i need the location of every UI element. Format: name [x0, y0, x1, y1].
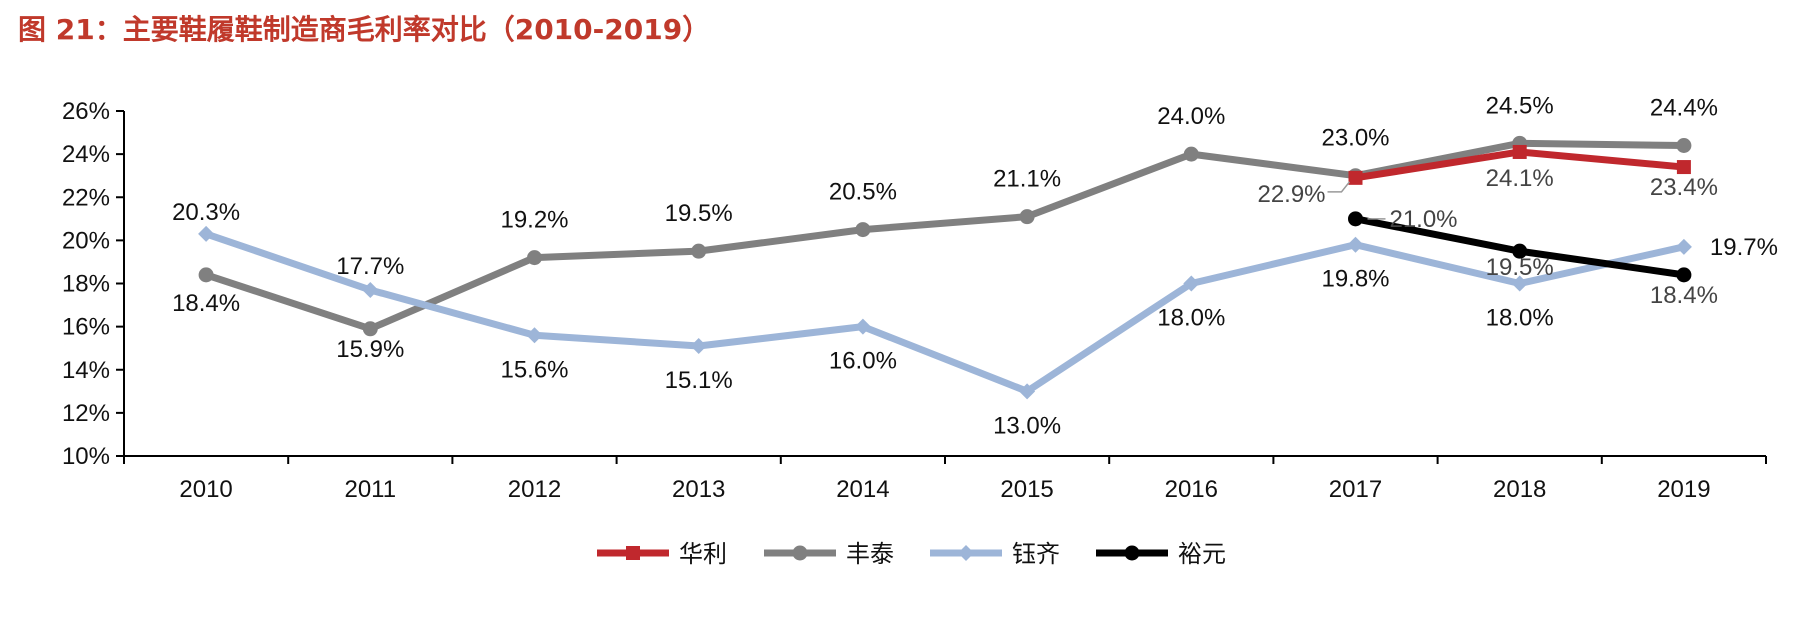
x-tick-label: 2018: [1493, 476, 1546, 503]
data-label: 15.1%: [665, 367, 733, 394]
data-point: [527, 250, 542, 266]
data-point: [198, 267, 214, 283]
data-point: [526, 327, 543, 344]
data-label: 18.0%: [1157, 305, 1225, 332]
series-0: [1348, 144, 1691, 185]
data-point: [855, 222, 871, 238]
data-label: 19.5%: [665, 200, 733, 227]
data-point: [1019, 209, 1035, 225]
x-tick-label: 2016: [1165, 476, 1218, 503]
data-point: [1676, 160, 1691, 175]
data-label: 13.0%: [993, 412, 1061, 439]
data-point: [854, 318, 871, 335]
legend-label: 钰齐: [1012, 540, 1060, 568]
data-label: 20.3%: [172, 199, 240, 226]
y-tick-label: 16%: [62, 314, 110, 341]
data-point: [958, 545, 974, 561]
data-point: [1347, 236, 1364, 253]
legend-label: 裕元: [1178, 540, 1226, 568]
legend-label: 丰泰: [846, 540, 894, 568]
x-tick-label: 2019: [1657, 476, 1710, 503]
data-point: [626, 546, 640, 560]
figure-title: 图 21：主要鞋履鞋制造商毛利率对比（2010-2019）: [18, 13, 711, 46]
y-tick-label: 14%: [62, 357, 110, 384]
data-point: [691, 243, 707, 259]
legend-item: 华利: [597, 540, 727, 568]
data-label: 24.5%: [1486, 92, 1554, 119]
series-3: [1348, 211, 1692, 283]
data-label: 19.2%: [500, 207, 568, 234]
data-point: [1124, 545, 1140, 561]
data-point: [1512, 144, 1527, 159]
x-tick-label: 2011: [344, 476, 396, 503]
y-tick-label: 12%: [62, 400, 110, 427]
data-label: 23.0%: [1321, 125, 1389, 152]
data-label: 16.0%: [829, 348, 897, 375]
legend-label: 华利: [679, 540, 727, 568]
y-tick-label: 20%: [62, 227, 110, 254]
data-point: [1512, 243, 1528, 259]
data-point: [362, 281, 379, 298]
x-tick-label: 2013: [672, 476, 725, 503]
data-label: 19.8%: [1321, 266, 1389, 293]
y-tick-label: 26%: [62, 98, 110, 125]
data-label: 24.1%: [1486, 165, 1554, 192]
data-label: 24.0%: [1157, 103, 1225, 130]
data-label: 21.0%: [1389, 206, 1457, 233]
y-tick-label: 18%: [62, 271, 110, 298]
legend: 华利 丰泰 钰齐 裕元: [597, 540, 1226, 568]
data-label: 24.4%: [1650, 95, 1718, 122]
data-label: 20.5%: [829, 179, 897, 206]
data-point: [1676, 267, 1692, 283]
data-point: [1183, 275, 1200, 292]
data-point: [198, 225, 215, 242]
legend-item: 钰齐: [930, 540, 1060, 568]
data-label: 15.9%: [336, 336, 404, 363]
x-tick-label: 2010: [179, 476, 232, 503]
data-label: 21.1%: [993, 166, 1061, 193]
y-tick-label: 24%: [62, 141, 110, 168]
data-label: 19.7%: [1710, 234, 1778, 261]
data-labels: 18.4% 15.9% 19.2% 19.5% 20.5% 21.1% 24.0% 23.0%…: [172, 92, 1778, 439]
series-2: [198, 225, 1692, 400]
data-label: 22.9%: [1257, 181, 1325, 208]
data-label: 15.6%: [500, 356, 568, 383]
data-point: [690, 338, 707, 355]
y-tick-label: 10%: [62, 443, 110, 470]
data-label: 18.4%: [172, 290, 240, 317]
x-tick-label: 2017: [1329, 476, 1382, 503]
data-label: 18.4%: [1650, 282, 1718, 309]
legend-item: 丰泰: [764, 540, 894, 568]
x-tick-label: 2014: [836, 476, 889, 503]
data-label: 18.0%: [1486, 305, 1554, 332]
data-point: [792, 545, 808, 561]
data-label: 17.7%: [336, 253, 404, 280]
data-point: [1675, 238, 1692, 255]
legend-item: 裕元: [1096, 540, 1226, 568]
series-line: [202, 139, 1688, 333]
data-point: [1348, 211, 1363, 227]
chart-axes: 10% 12% 14% 16% 18% 20% 22% 24% 26% 2010 2011 2012 2…: [62, 98, 1767, 503]
data-point: [362, 321, 378, 337]
data-point: [1019, 383, 1036, 400]
data-point: [1511, 275, 1528, 292]
data-label: 23.4%: [1650, 174, 1718, 201]
data-point: [1183, 146, 1199, 162]
label-leader-line: [1327, 181, 1351, 193]
data-point: [1676, 138, 1692, 153]
series-lines: [198, 135, 1692, 400]
data-label: 19.5%: [1486, 254, 1554, 281]
x-tick-label: 2012: [508, 476, 561, 503]
data-point: [1348, 170, 1363, 185]
series-line: [202, 230, 1688, 395]
x-tick-label: 2015: [1000, 476, 1053, 503]
y-tick-label: 22%: [62, 184, 110, 211]
